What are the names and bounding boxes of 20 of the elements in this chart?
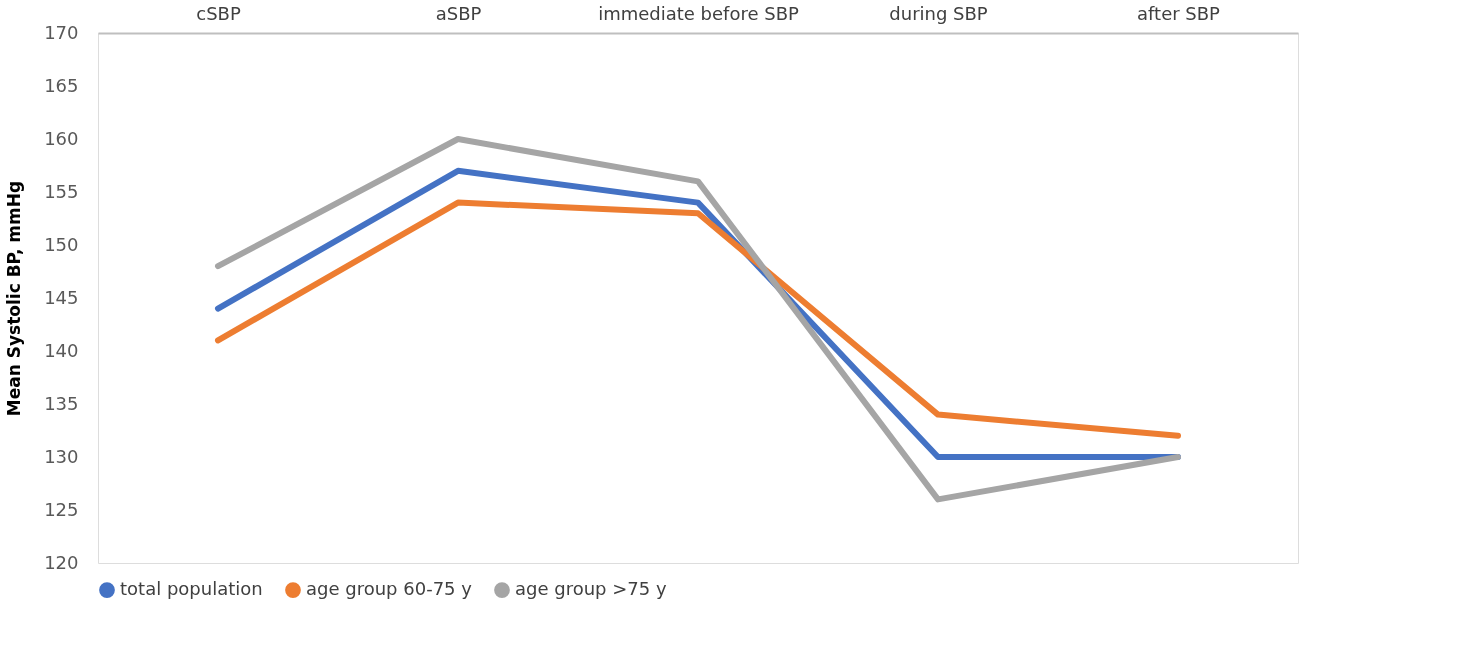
y-tick-label: 160 [44,127,79,149]
y-tick-label: 170 [44,21,79,43]
y-tick-label: 120 [44,551,79,573]
y-tick-label: 165 [44,74,79,96]
y-tick-label: 130 [44,445,79,467]
x-tick-label: during SBP [889,2,988,24]
y-tick-label: 155 [44,180,79,202]
y-tick-label: 125 [44,498,79,520]
x-tick-label: after SBP [1137,2,1221,24]
legend-label: age group >75 y [515,578,667,600]
y-tick-label: 150 [44,233,79,255]
x-tick-label: immediate before SBP [598,2,800,24]
legend-label: total population [120,578,263,600]
y-tick-label: 135 [44,392,79,414]
x-tick-label: cSBP [196,2,241,24]
x-tick-label: aSBP [435,2,482,24]
y-tick-label: 145 [44,286,79,308]
y-tick-label: 140 [44,339,79,361]
legend-label: age group 60-75 y [306,578,473,600]
y-axis-title: Mean Systolic BP, mmHg [4,180,25,417]
